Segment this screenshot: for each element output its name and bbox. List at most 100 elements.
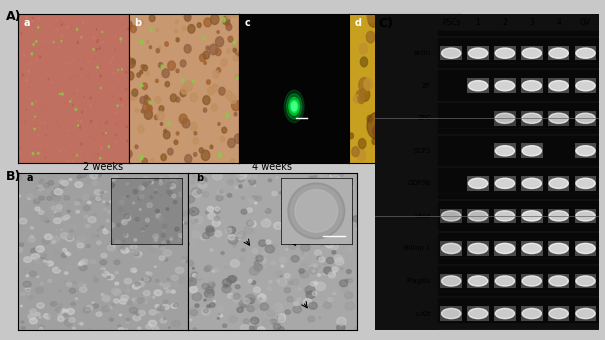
Ellipse shape — [159, 217, 162, 220]
Ellipse shape — [168, 121, 170, 125]
Ellipse shape — [73, 208, 75, 209]
Ellipse shape — [136, 313, 139, 316]
Ellipse shape — [234, 237, 236, 239]
Ellipse shape — [549, 243, 568, 254]
Ellipse shape — [112, 57, 113, 58]
Ellipse shape — [161, 233, 165, 237]
Ellipse shape — [79, 272, 82, 274]
Ellipse shape — [522, 178, 541, 188]
Ellipse shape — [332, 178, 336, 182]
Ellipse shape — [287, 296, 293, 302]
Ellipse shape — [244, 226, 253, 234]
Ellipse shape — [126, 140, 128, 141]
Ellipse shape — [61, 38, 62, 40]
Ellipse shape — [120, 197, 126, 202]
Ellipse shape — [173, 231, 181, 237]
Ellipse shape — [148, 320, 157, 326]
Ellipse shape — [152, 244, 159, 248]
Ellipse shape — [246, 294, 255, 302]
Ellipse shape — [143, 103, 151, 113]
Ellipse shape — [301, 243, 310, 251]
Ellipse shape — [106, 276, 110, 279]
Ellipse shape — [201, 150, 210, 160]
Ellipse shape — [270, 319, 276, 324]
Ellipse shape — [46, 156, 47, 158]
Ellipse shape — [84, 215, 88, 218]
Ellipse shape — [61, 24, 62, 25]
Ellipse shape — [132, 202, 135, 204]
Bar — [494, 176, 515, 191]
Text: a: a — [27, 173, 33, 183]
Ellipse shape — [333, 293, 336, 295]
Ellipse shape — [218, 306, 224, 311]
Ellipse shape — [31, 254, 39, 259]
Ellipse shape — [189, 286, 197, 293]
Ellipse shape — [77, 175, 81, 179]
Ellipse shape — [140, 40, 143, 44]
Ellipse shape — [33, 119, 34, 120]
Ellipse shape — [129, 191, 134, 196]
Ellipse shape — [119, 314, 122, 316]
Ellipse shape — [35, 258, 42, 264]
Ellipse shape — [96, 197, 101, 201]
Ellipse shape — [233, 55, 238, 61]
Ellipse shape — [223, 324, 227, 327]
Ellipse shape — [325, 268, 330, 271]
Ellipse shape — [131, 26, 136, 33]
Text: 3: 3 — [529, 18, 534, 27]
Ellipse shape — [73, 155, 74, 156]
Ellipse shape — [133, 270, 136, 272]
Ellipse shape — [265, 245, 275, 253]
Ellipse shape — [70, 101, 71, 102]
Ellipse shape — [206, 46, 209, 50]
Ellipse shape — [159, 243, 164, 248]
Bar — [548, 208, 569, 223]
Ellipse shape — [68, 130, 69, 131]
Ellipse shape — [132, 299, 134, 300]
Ellipse shape — [310, 240, 313, 243]
Ellipse shape — [294, 302, 299, 306]
Ellipse shape — [144, 97, 151, 105]
Ellipse shape — [94, 198, 100, 202]
Ellipse shape — [180, 89, 186, 97]
Ellipse shape — [399, 46, 404, 52]
Ellipse shape — [36, 130, 37, 131]
Ellipse shape — [305, 201, 309, 204]
Ellipse shape — [247, 220, 253, 226]
Ellipse shape — [137, 281, 145, 287]
Ellipse shape — [36, 40, 37, 42]
Ellipse shape — [102, 31, 103, 33]
Ellipse shape — [78, 59, 79, 61]
Ellipse shape — [124, 234, 128, 237]
Ellipse shape — [122, 73, 123, 74]
Ellipse shape — [234, 134, 242, 143]
Ellipse shape — [103, 230, 108, 234]
Ellipse shape — [97, 66, 98, 68]
Ellipse shape — [234, 297, 240, 302]
Ellipse shape — [128, 197, 131, 200]
Ellipse shape — [180, 118, 183, 121]
Ellipse shape — [345, 292, 353, 299]
Ellipse shape — [62, 249, 67, 251]
Ellipse shape — [30, 226, 34, 229]
Ellipse shape — [36, 287, 44, 293]
Ellipse shape — [315, 187, 323, 194]
Text: Blimp 1: Blimp 1 — [404, 245, 431, 252]
Ellipse shape — [292, 102, 297, 111]
Ellipse shape — [106, 220, 110, 222]
Ellipse shape — [163, 208, 171, 213]
Bar — [467, 176, 489, 191]
Ellipse shape — [290, 186, 342, 236]
Ellipse shape — [170, 236, 172, 239]
Ellipse shape — [47, 125, 48, 128]
Ellipse shape — [46, 118, 47, 120]
Ellipse shape — [429, 60, 435, 68]
Ellipse shape — [168, 216, 176, 222]
Ellipse shape — [40, 257, 46, 261]
Ellipse shape — [189, 207, 199, 216]
Ellipse shape — [160, 215, 165, 219]
Ellipse shape — [227, 49, 231, 54]
Ellipse shape — [522, 276, 541, 286]
Ellipse shape — [252, 196, 257, 200]
Ellipse shape — [153, 291, 155, 293]
